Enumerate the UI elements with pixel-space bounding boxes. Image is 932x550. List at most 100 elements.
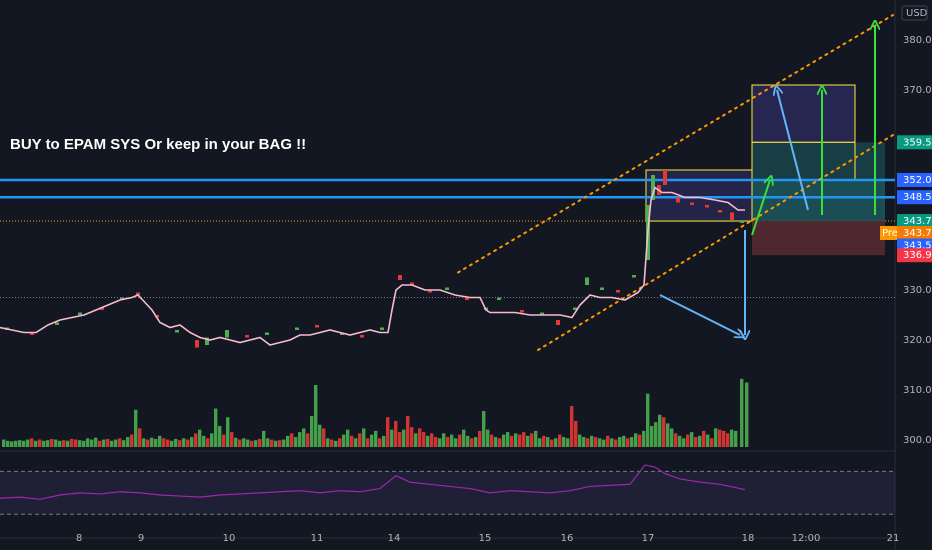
volume-bar [614, 439, 618, 447]
volume-bar [110, 440, 114, 447]
volume-bar [258, 438, 262, 447]
volume-bar [154, 438, 158, 447]
candle [465, 297, 469, 300]
volume-bar [454, 438, 458, 447]
stop-zone [752, 221, 885, 256]
volume-bar [158, 435, 162, 447]
volume-bar [186, 439, 190, 447]
volume-bar [450, 434, 454, 447]
volume-bar [206, 438, 210, 447]
volume-bar [134, 409, 138, 447]
candle [136, 292, 140, 295]
volume-bar [270, 439, 274, 447]
volume-bar [142, 438, 146, 447]
rsi-pane-background [0, 452, 895, 525]
candle [30, 332, 34, 335]
price-tag-bg [897, 173, 932, 187]
volume-bar [382, 435, 386, 447]
candle [718, 210, 722, 213]
volume-bar [490, 434, 494, 447]
profit-zone-inner [752, 180, 885, 222]
volume-bar [114, 439, 118, 447]
volume-bar [6, 440, 10, 447]
volume-bar [402, 429, 406, 447]
volume-bar [430, 433, 434, 447]
price-tag-label: 336.96 [903, 250, 932, 261]
volume-bar [630, 437, 634, 447]
volume-bar [446, 437, 450, 447]
candle [100, 307, 104, 310]
candle [410, 282, 414, 285]
volume-bar [606, 435, 610, 447]
time-tick-label: 12:00 [792, 533, 821, 544]
volume-bar [342, 434, 346, 447]
volume-bar [666, 423, 670, 447]
target-zone-upper [752, 85, 855, 143]
volume-bar [506, 432, 510, 447]
volume-bar [70, 438, 74, 447]
volume-bar [590, 435, 594, 447]
volume-bar [350, 435, 354, 447]
candle [155, 315, 159, 318]
volume-bar [690, 432, 694, 447]
volume-bar [106, 438, 110, 447]
volume-bar [514, 433, 518, 447]
rsi-band [0, 471, 895, 515]
price-tag-label: 343.79 [903, 216, 932, 227]
price-tick-label: 320.00 [903, 335, 932, 346]
volume-bar [98, 440, 102, 447]
volume-bar [126, 437, 130, 447]
volume-bar [230, 432, 234, 447]
volume-bar [618, 437, 622, 447]
volume-bar [570, 406, 574, 447]
candle [540, 312, 544, 315]
volume-bar [610, 438, 614, 447]
volume-bar [274, 440, 278, 447]
volume-bar [522, 432, 526, 447]
candle [55, 322, 59, 325]
volume-bar [518, 434, 522, 447]
volume-bar [338, 438, 342, 447]
annotation-arrow [751, 180, 770, 236]
volume-bar [498, 438, 502, 447]
volume-bar [146, 439, 150, 447]
candle [600, 287, 604, 290]
volume-bar [214, 408, 218, 447]
volume-bar [266, 438, 270, 447]
candle [315, 325, 319, 328]
volume-bar [330, 439, 334, 447]
volume-bar [710, 438, 714, 447]
candle [585, 277, 589, 285]
time-tick-label: 17 [642, 533, 655, 544]
volume-bar [438, 438, 442, 447]
candle [175, 330, 179, 333]
volume-bar [434, 437, 438, 447]
volume-bar [546, 437, 550, 447]
time-tick-label: 10 [223, 533, 236, 544]
volume-bar [66, 440, 70, 447]
candle [265, 332, 269, 335]
volume-bar [458, 434, 462, 447]
volume-bar [698, 435, 702, 447]
time-tick-label: 14 [388, 533, 401, 544]
volume-bar [542, 435, 546, 447]
candle [730, 212, 734, 220]
volume-bar [246, 439, 250, 447]
candle [651, 175, 655, 200]
volume-bar [526, 435, 530, 447]
candle [705, 205, 709, 208]
currency-label: USD [906, 8, 928, 19]
volume-bar [730, 429, 734, 447]
volume-bar [426, 435, 430, 447]
channel-lower-line [537, 134, 894, 351]
price-tag-label: 343.57 [903, 241, 932, 252]
volume-bar [374, 430, 378, 447]
candle [195, 340, 199, 348]
volume-bar [358, 433, 362, 447]
volume-bar [586, 438, 590, 447]
candle [573, 307, 577, 310]
volume-bar [310, 416, 314, 447]
volume-bar [474, 437, 478, 447]
price-tick-label: 380.00 [903, 35, 932, 46]
